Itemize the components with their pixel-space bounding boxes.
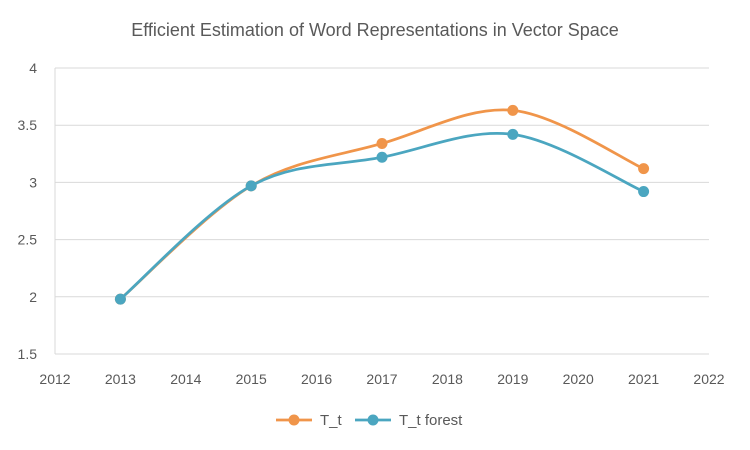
data-point: [507, 104, 519, 116]
x-tick-label: 2012: [39, 371, 70, 387]
x-tick-label: 2022: [693, 371, 724, 387]
gridlines: [55, 67, 709, 355]
series: [114, 104, 650, 305]
y-tick-label: 2: [29, 289, 37, 305]
data-point: [114, 293, 126, 305]
x-tick-label: 2019: [497, 371, 528, 387]
x-tick-label: 2021: [628, 371, 659, 387]
x-tick-label: 2014: [170, 371, 201, 387]
x-tick-label: 2018: [432, 371, 463, 387]
axes: 1.5 2 2.5 3 3.5 4 2012 2013 2014 2015 2016 2017 2018…: [18, 60, 725, 387]
chart-title: Efficient Estimation of Word Representat…: [131, 20, 619, 40]
x-tick-label: 2016: [301, 371, 332, 387]
x-tick-label: 2015: [236, 371, 267, 387]
legend-label: T_t: [320, 412, 343, 429]
legend: T_t T_t forest: [276, 412, 463, 429]
data-point: [376, 138, 388, 150]
y-tick-label: 3: [29, 174, 37, 190]
x-tick-label: 2013: [105, 371, 136, 387]
legend-item: T_t forest: [355, 412, 463, 429]
y-tick-label: 1.5: [18, 346, 38, 362]
series-0: [114, 104, 650, 305]
legend-marker: [288, 414, 300, 426]
y-tick-label: 4: [29, 60, 37, 76]
data-point: [245, 180, 257, 192]
data-point: [507, 128, 519, 140]
y-tick-label: 2.5: [18, 232, 38, 248]
legend-marker: [367, 414, 379, 426]
series-1: [114, 128, 650, 305]
legend-label: T_t forest: [399, 412, 463, 429]
x-tick-label: 2020: [563, 371, 594, 387]
data-point: [376, 151, 388, 163]
data-point: [638, 186, 650, 198]
x-tick-label: 2017: [366, 371, 397, 387]
legend-item: T_t: [276, 412, 343, 429]
data-point: [638, 163, 650, 175]
y-tick-label: 3.5: [18, 117, 38, 133]
